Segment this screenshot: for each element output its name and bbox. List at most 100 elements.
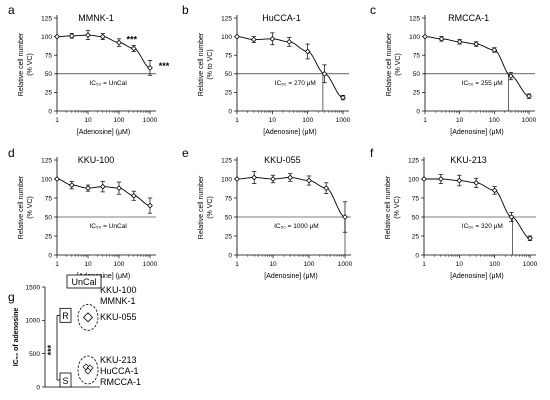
x-tick-label: 100 bbox=[114, 261, 125, 268]
x-axis-label: [Adenosine] (μM) bbox=[264, 273, 317, 280]
data-point bbox=[473, 179, 480, 186]
x-axis-label: [Adenosine] (μM) bbox=[450, 129, 503, 136]
y-axis-label: Relative cell number bbox=[18, 175, 25, 239]
data-point bbox=[250, 36, 257, 43]
panel-letter: a bbox=[8, 3, 15, 17]
panel-title: KKU-055 bbox=[264, 155, 301, 165]
data-point bbox=[491, 47, 498, 53]
y-tick-label: 0 bbox=[48, 108, 52, 115]
y-tick-label: 125 bbox=[41, 15, 52, 22]
y-tick-label: 75 bbox=[412, 195, 420, 202]
group-s-ellipse bbox=[77, 355, 99, 385]
y-tick-label: 75 bbox=[45, 195, 53, 202]
panel-title: RMCCA-1 bbox=[448, 13, 489, 23]
panel-title: HuCCA-1 bbox=[262, 13, 301, 23]
y-tick-label: 25 bbox=[45, 90, 53, 97]
x-axis-label: [Adenosine] (μM) bbox=[77, 273, 130, 280]
data-point bbox=[68, 32, 75, 39]
y-tick-label: 0 bbox=[228, 108, 232, 115]
y-tick-label: 0 bbox=[228, 252, 232, 259]
ic50-label: IC₅₀ = 1000 μM bbox=[274, 223, 319, 230]
x-tick-label: 1 bbox=[235, 261, 239, 268]
y-axis-label-unit: (% VC) bbox=[27, 53, 34, 76]
x-tick-label: 100 bbox=[302, 117, 313, 124]
panel-letter: f bbox=[370, 146, 374, 160]
fit-curve bbox=[56, 178, 151, 207]
data-point bbox=[251, 174, 258, 181]
data-point bbox=[342, 214, 348, 220]
data-point bbox=[84, 367, 92, 375]
y-tick-label: 100 bbox=[221, 176, 232, 183]
panel-title: KKU-100 bbox=[78, 155, 115, 165]
y-tick-label: 125 bbox=[221, 157, 232, 164]
data-point bbox=[85, 32, 91, 38]
panel-letter: e bbox=[182, 146, 189, 160]
data-point bbox=[287, 174, 294, 181]
y-axis-label-unit: (% VC) bbox=[394, 196, 401, 219]
y-tick-label: 50 bbox=[413, 71, 421, 78]
uncal-line-label: MMNK-1 bbox=[100, 296, 136, 306]
panel-b: b HuCCA-1 0 25 50 75 100 125 1 10 100 1000 Relative … bbox=[182, 3, 351, 136]
x-tick-label: 1000 bbox=[143, 261, 158, 268]
y-axis-label-unit: (% VC) bbox=[207, 196, 214, 219]
x-tick-label: 1 bbox=[423, 117, 427, 124]
panel-c: c RMCCA-1 0 25 50 75 100 125 1 10 100 1000 Relative … bbox=[370, 3, 537, 136]
data-point bbox=[437, 176, 444, 182]
x-tick-label: 1000 bbox=[522, 117, 537, 124]
y-tick-label: 25 bbox=[412, 233, 420, 240]
data-point bbox=[526, 93, 532, 99]
x-tick-label: 1 bbox=[55, 117, 59, 124]
y-tick-label: 125 bbox=[221, 15, 232, 22]
group-s-line-label: KKU-213 bbox=[100, 355, 137, 365]
data-point bbox=[456, 38, 463, 45]
y-axis-label: Relative cell number bbox=[18, 32, 25, 96]
y-tick-label: 25 bbox=[413, 90, 421, 97]
x-tick-label: 10 bbox=[84, 117, 92, 124]
y-axis-label: Relative cell number bbox=[385, 175, 392, 239]
x-tick-label: 1000 bbox=[336, 117, 351, 124]
panel-letter: g bbox=[8, 290, 15, 304]
data-point bbox=[270, 176, 276, 182]
group-r-line-label: KKU-055 bbox=[100, 312, 137, 322]
ic50-label: IC₅₀ = UnCal bbox=[90, 223, 128, 230]
ic50-label: IC₅₀ = 255 μM bbox=[462, 80, 503, 87]
y-tick-label: 1500 bbox=[26, 284, 41, 291]
uncal-label: UnCal bbox=[71, 277, 96, 287]
x-tick-label: 1 bbox=[55, 261, 59, 268]
group-r-label: R bbox=[62, 311, 69, 321]
data-point bbox=[421, 176, 427, 182]
x-tick-label: 100 bbox=[114, 117, 125, 124]
y-tick-label: 50 bbox=[45, 71, 53, 78]
x-tick-label: 1 bbox=[235, 117, 239, 124]
data-point bbox=[99, 183, 106, 190]
x-axis-label: [Adenosine] (μM) bbox=[77, 129, 130, 136]
y-tick-label: 500 bbox=[29, 351, 40, 358]
y-tick-label: 0 bbox=[416, 108, 420, 115]
y-axis-label-unit: (% to VC) bbox=[207, 49, 214, 79]
data-point bbox=[304, 48, 311, 55]
uncal-line-label: KKU-100 bbox=[100, 285, 137, 295]
data-point bbox=[54, 33, 60, 40]
y-tick-label: 125 bbox=[41, 157, 52, 164]
significance-mark: *** bbox=[159, 61, 170, 71]
ic50-label: IC₅₀ = 320 μM bbox=[462, 223, 503, 230]
panel-title: MMNK-1 bbox=[78, 13, 114, 23]
panel-letter: c bbox=[370, 3, 376, 17]
y-axis-label: Relative cell number bbox=[386, 32, 393, 96]
x-tick-label: 10 bbox=[456, 261, 464, 268]
data-point bbox=[130, 45, 137, 52]
x-tick-label: 1000 bbox=[143, 117, 158, 124]
panel-title: KKU-213 bbox=[450, 155, 487, 165]
data-point bbox=[286, 38, 293, 45]
data-point bbox=[130, 192, 137, 199]
y-tick-label: 50 bbox=[225, 71, 233, 78]
data-point bbox=[147, 64, 153, 71]
x-tick-label: 100 bbox=[304, 261, 315, 268]
data-point bbox=[85, 185, 91, 191]
y-tick-label: 25 bbox=[45, 233, 53, 240]
data-point bbox=[234, 176, 240, 182]
group-s-label: S bbox=[62, 376, 68, 386]
y-tick-label: 100 bbox=[41, 176, 52, 183]
y-axis-label: Relative cell number bbox=[198, 32, 205, 96]
y-tick-label: 0 bbox=[415, 252, 419, 259]
